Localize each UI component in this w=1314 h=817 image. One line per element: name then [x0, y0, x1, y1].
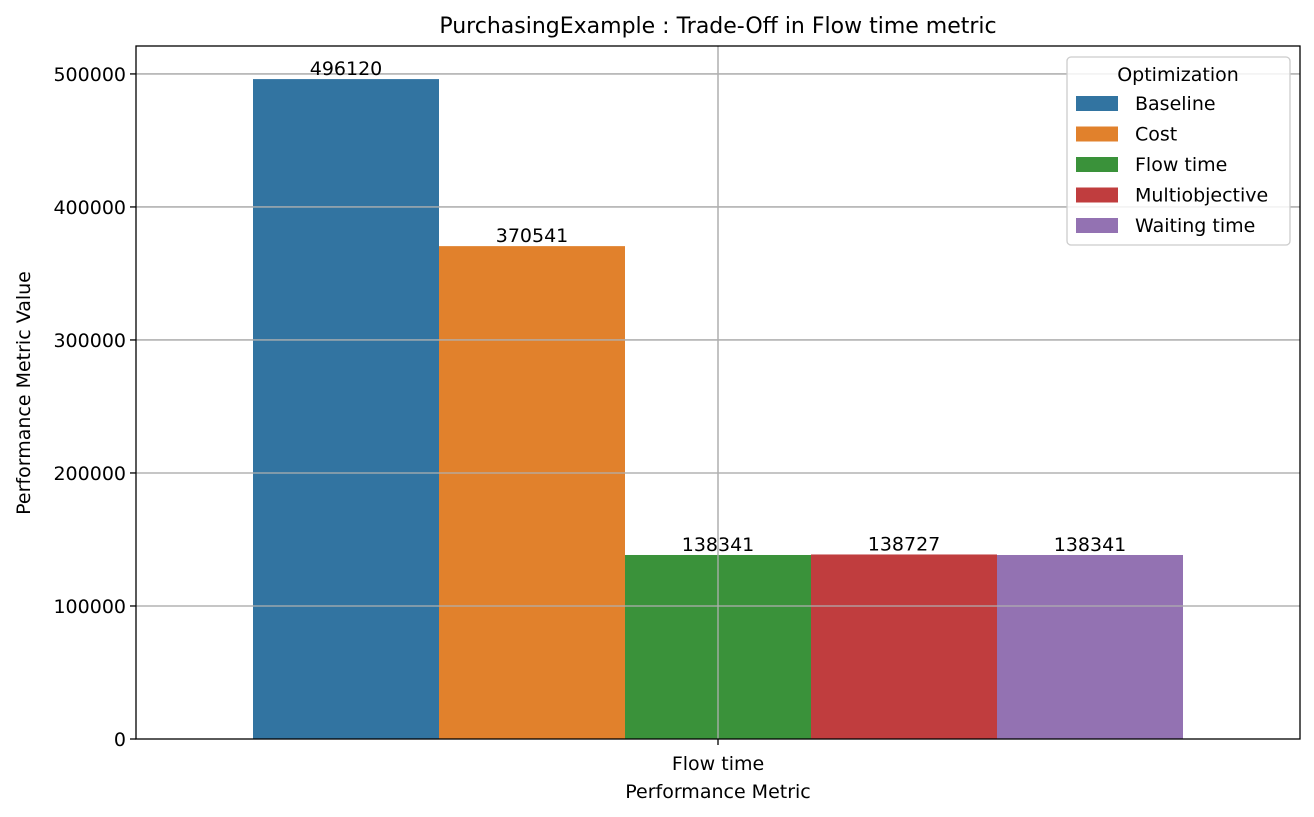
legend-frame: [1066, 56, 1291, 246]
data-labels-layer: 496120 370541 138341 138727 138341: [310, 58, 1127, 556]
y-tick-label: 200000: [53, 463, 126, 485]
bar-multiobjective: [811, 554, 997, 739]
legend-label-multiobjective: Multiobjective: [1135, 185, 1268, 207]
legend-swatch-flow-time: [1076, 157, 1118, 172]
chart-title: PurchasingExample : Trade-Off in Flow ti…: [439, 14, 996, 39]
legend-items: Baseline Cost Flow time Multiobjective Waiti…: [1076, 93, 1268, 237]
legend-swatch-baseline: [1076, 96, 1118, 111]
legend-label-baseline: Baseline: [1135, 93, 1216, 115]
legend-swatch-multiobjective: [1076, 187, 1118, 203]
bar-cost: [439, 246, 625, 740]
bar-waiting-time: [997, 554, 1183, 739]
y-tick-label: 400000: [53, 197, 126, 219]
y-tick-label: 300000: [53, 330, 126, 352]
legend: Optimization Baseline Cost Flow time Multio…: [1066, 56, 1291, 246]
data-label-baseline: 496120: [310, 58, 383, 80]
bar-baseline: [253, 79, 439, 739]
data-label-multiobjective: 138727: [868, 533, 941, 555]
y-axis-title: Performance Metric Value: [13, 271, 35, 515]
y-tick-label: 100000: [53, 596, 126, 618]
legend-label-cost: Cost: [1135, 124, 1177, 146]
y-tick-label: 500000: [53, 64, 126, 86]
y-tick-label: 0: [114, 729, 126, 751]
x-axis-title: Performance Metric: [625, 781, 811, 803]
legend-label-flow-time: Flow time: [1135, 154, 1227, 176]
data-label-flow-time: 138341: [682, 534, 755, 556]
legend-swatch-cost: [1076, 126, 1118, 142]
legend-title: Optimization: [1117, 64, 1239, 86]
x-tick-label: Flow time: [672, 753, 764, 775]
bars-layer: [136, 46, 1300, 740]
data-label-cost: 370541: [496, 225, 569, 247]
legend-label-waiting-time: Waiting time: [1135, 215, 1255, 237]
legend-swatch-waiting-time: [1076, 218, 1118, 233]
data-label-waiting-time: 138341: [1054, 534, 1127, 556]
axes-layer: 0 100000 200000 300000 400000 500000 Flow time: [53, 45, 1301, 775]
